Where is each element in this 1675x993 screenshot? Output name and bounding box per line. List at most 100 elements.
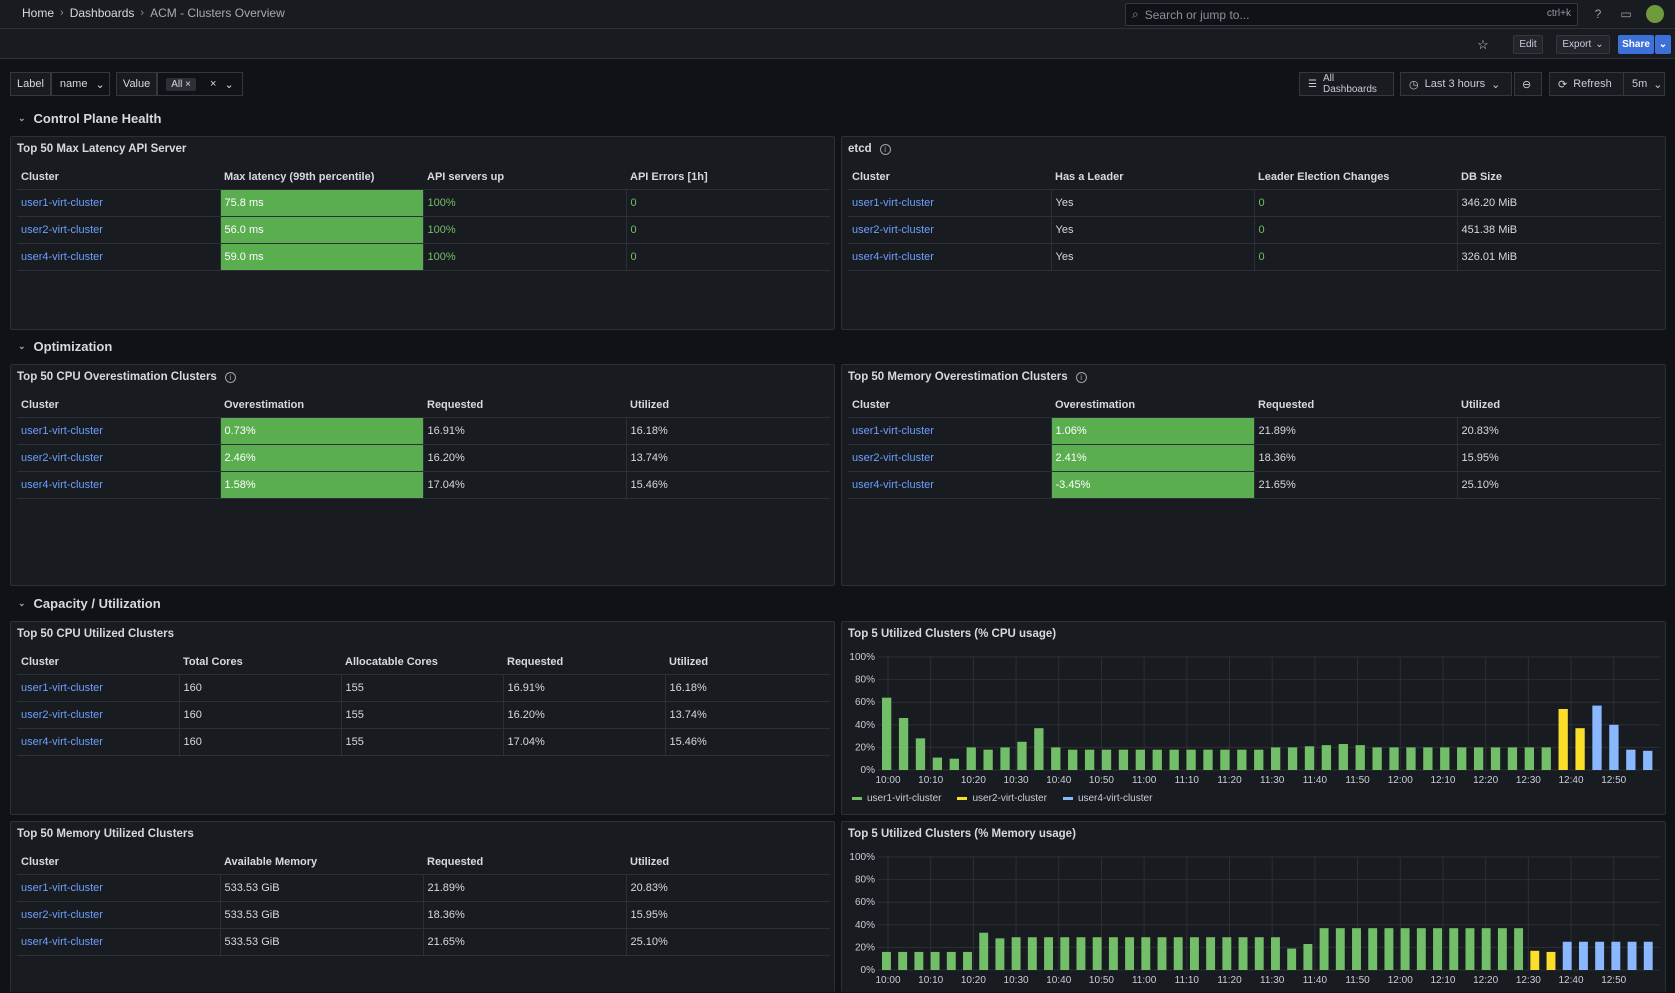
column-header[interactable]: Cluster [848,393,1051,418]
column-header[interactable]: API servers up [423,165,626,190]
cluster-link[interactable]: user2-virt-cluster [17,701,180,729]
y-tick-label: 40% [855,920,875,931]
star-icon[interactable]: ☆ [1477,36,1489,52]
column-header[interactable]: Utilized [626,850,830,875]
cluster-link[interactable]: user4-virt-cluster [17,471,221,499]
search-input[interactable]: ⌕ Search or jump to... ctrl+k [1125,3,1578,26]
help-icon[interactable]: ? [1594,7,1602,21]
column-header[interactable]: Requested [423,393,626,418]
bar-user1 [914,951,924,970]
cluster-link[interactable]: user1-virt-cluster [848,189,1052,217]
bar-user4 [1578,941,1588,970]
column-header[interactable]: DB Size [1457,165,1661,190]
cluster-link[interactable]: user2-virt-cluster [17,216,221,244]
column-header[interactable]: Utilized [626,393,830,418]
cluster-link[interactable]: user4-virt-cluster [848,471,1052,499]
row-optimization[interactable]: ⌄ Optimization [18,339,112,354]
value-select[interactable]: All × × ⌄ [157,72,244,96]
cluster-link[interactable]: user1-virt-cluster [17,674,180,702]
bar-user4 [1592,705,1602,770]
time-range-picker[interactable]: ◷ Last 3 hours ⌄ [1400,72,1512,96]
cluster-link[interactable]: user2-virt-cluster [17,901,221,929]
column-header[interactable]: Cluster [17,650,179,675]
column-header[interactable]: Overestimation [1051,393,1254,418]
legend-item-user4[interactable]: user4-virt-cluster [1062,793,1152,804]
info-icon[interactable]: i [1075,371,1087,383]
export-button[interactable]: Export ⌄ [1556,35,1610,54]
memory-usage-chart: 0% 20% 40% 60% 80% 100% 10:00 10:10 10:20 10:30 10… [849,852,1660,986]
share-button[interactable]: Share [1618,35,1654,54]
breadcrumb-dashboards[interactable]: Dashboards [69,6,135,20]
table-cell: 100% [423,189,627,217]
column-header[interactable]: Leader Election Changes [1254,165,1457,190]
legend-item-user1[interactable]: user1-virt-cluster [852,793,941,804]
row-capacity[interactable]: ⌄ Capacity / Utilization [18,596,161,611]
news-icon[interactable]: ▭ [1620,7,1632,21]
share-dropdown-button[interactable]: ⌄ [1655,35,1671,54]
refresh-button[interactable]: ⟳ Refresh [1549,72,1624,96]
cluster-link[interactable]: user4-virt-cluster [848,243,1052,271]
zoom-out-button[interactable]: ⊖ [1514,72,1542,96]
table-cell: 2.46% [220,444,424,472]
column-header[interactable]: Utilized [1457,393,1661,418]
cluster-link[interactable]: user4-virt-cluster [17,243,221,271]
bar-user1 [1271,937,1280,970]
bar-user1 [1514,928,1524,970]
bar-user1 [1254,937,1264,970]
legend-item-user2[interactable]: user2-virt-cluster [957,793,1047,804]
column-header[interactable]: Requested [503,650,665,675]
cluster-link[interactable]: user1-virt-cluster [17,874,221,902]
bar-user1 [949,758,959,770]
table-cell: 326.01 MiB [1457,243,1661,271]
cluster-link[interactable]: user2-virt-cluster [17,444,221,472]
cluster-link[interactable]: user1-virt-cluster [848,417,1052,445]
column-header[interactable]: Allocatable Cores [341,650,503,675]
bar-user1 [1206,937,1216,970]
table-row: user2-virt-cluster 56.0 ms 100% 0 [17,216,830,244]
cluster-link[interactable]: user4-virt-cluster [17,728,180,756]
row-control-plane[interactable]: ⌄ Control Plane Health [18,111,161,126]
bar-user2 [1546,951,1556,970]
label-select[interactable]: name ⌄ [50,72,110,96]
bar-user2 [1575,728,1585,770]
table-cell: 56.0 ms [220,216,424,244]
cluster-link[interactable]: user1-virt-cluster [17,189,221,217]
cluster-link[interactable]: user1-virt-cluster [17,417,221,445]
column-header[interactable]: Cluster [17,165,220,190]
column-header[interactable]: Requested [423,850,626,875]
column-header[interactable]: Cluster [17,393,220,418]
x-tick-label: 10:30 [1004,775,1029,786]
panel-etcd: etcd i Cluster Has a Leader Leader Electio… [841,136,1666,330]
cluster-link[interactable]: user2-virt-cluster [848,216,1052,244]
column-header[interactable]: Overestimation [220,393,423,418]
edit-button[interactable]: Edit [1513,35,1543,54]
column-header[interactable]: Utilized [665,650,830,675]
table-cell: 0 [626,243,830,271]
column-header[interactable]: Cluster [17,850,220,875]
column-header[interactable]: Available Memory [220,850,423,875]
value-chip[interactable]: All × [166,77,196,91]
info-icon[interactable]: i [879,143,891,155]
bar-user1 [1321,745,1332,770]
table-cell: 18.36% [1254,444,1458,472]
time-range-label: Last 3 hours [1424,78,1486,90]
column-header[interactable]: Has a Leader [1051,165,1254,190]
column-header[interactable]: Cluster [848,165,1051,190]
avatar[interactable] [1646,5,1664,23]
column-header[interactable]: API Errors [1h] [626,165,830,190]
column-header[interactable]: Total Cores [179,650,341,675]
chevron-down-icon: ⌄ [1491,78,1501,91]
column-header[interactable]: Requested [1254,393,1457,418]
cluster-link[interactable]: user4-virt-cluster [17,928,221,956]
refresh-interval-select[interactable]: 5m ⌄ [1623,72,1665,96]
table-cell: 0 [1254,243,1458,271]
breadcrumb-home[interactable]: Home [22,6,55,20]
all-dashboards-button[interactable]: ☰ All Dashboards [1299,72,1394,96]
info-icon[interactable]: i [224,371,236,383]
bar-user1 [946,951,956,970]
top-nav-bar: Home › Dashboards › ACM - Clusters Overv… [0,0,1675,29]
column-header[interactable]: Max latency (99th percentile) [220,165,423,190]
close-icon[interactable]: × [210,78,217,90]
panel-cpu-utilized: Top 50 CPU Utilized Clusters Cluster Tota… [10,621,835,815]
cluster-link[interactable]: user2-virt-cluster [848,444,1052,472]
